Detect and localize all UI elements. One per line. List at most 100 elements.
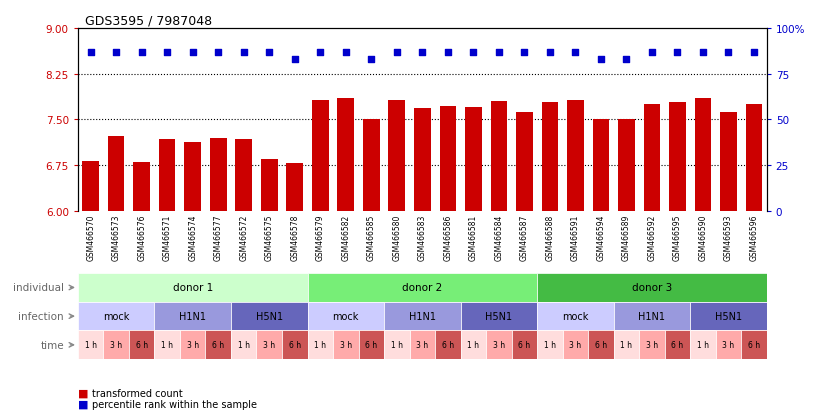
Bar [78, 302, 154, 331]
Text: GSM466572: GSM466572 [239, 214, 248, 261]
Bar [719, 113, 735, 211]
Point [135, 49, 148, 56]
Bar [388, 100, 405, 211]
Point [594, 57, 607, 63]
Bar [231, 302, 307, 331]
Bar [490, 102, 506, 211]
Point [262, 49, 275, 56]
Text: 1 h: 1 h [467, 340, 479, 349]
Point [110, 49, 123, 56]
Point [619, 57, 632, 63]
Bar [256, 331, 282, 359]
Point [543, 49, 556, 56]
Text: 6 h: 6 h [747, 340, 759, 349]
Text: GDS3595 / 7987048: GDS3595 / 7987048 [84, 15, 211, 28]
Bar [184, 143, 201, 211]
Bar [231, 331, 256, 359]
Text: GSM466596: GSM466596 [749, 214, 758, 261]
Text: GSM466582: GSM466582 [341, 214, 350, 260]
Text: 3 h: 3 h [263, 340, 275, 349]
Text: GSM466578: GSM466578 [290, 214, 299, 261]
Text: GSM466593: GSM466593 [723, 214, 732, 261]
Bar [307, 273, 536, 302]
Text: donor 3: donor 3 [631, 283, 672, 293]
Bar [592, 120, 609, 211]
Text: 6 h: 6 h [135, 340, 147, 349]
Text: ■: ■ [78, 399, 88, 409]
Text: GSM466576: GSM466576 [137, 214, 146, 261]
Bar [435, 331, 460, 359]
Bar [439, 107, 455, 211]
Text: 6 h: 6 h [594, 340, 606, 349]
Bar [129, 331, 154, 359]
Point [339, 49, 352, 56]
Bar [511, 331, 536, 359]
Text: 3 h: 3 h [568, 340, 581, 349]
Bar [307, 331, 333, 359]
Bar [210, 138, 226, 211]
Text: 3 h: 3 h [339, 340, 351, 349]
Text: GSM466583: GSM466583 [418, 214, 426, 261]
Bar [567, 100, 583, 211]
Bar [536, 273, 766, 302]
Bar [133, 162, 150, 211]
Bar [715, 331, 740, 359]
Point [695, 49, 708, 56]
Bar [337, 99, 354, 211]
Text: 6 h: 6 h [212, 340, 224, 349]
Bar [515, 113, 532, 211]
Bar [460, 302, 536, 331]
Bar [154, 331, 179, 359]
Bar [638, 331, 664, 359]
Bar [333, 331, 358, 359]
Text: 1 h: 1 h [314, 340, 326, 349]
Bar [613, 302, 690, 331]
Text: GSM466574: GSM466574 [188, 214, 197, 261]
Text: H5N1: H5N1 [714, 311, 741, 321]
Point [746, 49, 759, 56]
Bar [78, 331, 103, 359]
Bar [536, 302, 613, 331]
Point [186, 49, 199, 56]
Bar [690, 331, 715, 359]
Text: 1 h: 1 h [161, 340, 173, 349]
Point [491, 49, 505, 56]
Text: H1N1: H1N1 [179, 311, 206, 321]
Text: 6 h: 6 h [518, 340, 530, 349]
Bar [664, 331, 690, 359]
Text: GSM466577: GSM466577 [214, 214, 223, 261]
Text: GSM466595: GSM466595 [672, 214, 681, 261]
Text: 1 h: 1 h [543, 340, 555, 349]
Text: ■: ■ [78, 388, 88, 398]
Text: GSM466587: GSM466587 [519, 214, 528, 261]
Text: 3 h: 3 h [416, 340, 428, 349]
Text: mock: mock [333, 311, 359, 321]
Text: 6 h: 6 h [671, 340, 683, 349]
Text: GSM466579: GSM466579 [315, 214, 324, 261]
Bar [562, 331, 587, 359]
Bar [414, 109, 430, 211]
Text: 1 h: 1 h [238, 340, 250, 349]
Point [645, 49, 658, 56]
Bar [536, 331, 562, 359]
Text: infection: infection [19, 311, 64, 321]
Bar [235, 140, 251, 211]
Bar [307, 302, 383, 331]
Text: transformed count: transformed count [92, 388, 183, 398]
Bar [358, 331, 383, 359]
Text: individual: individual [13, 283, 64, 293]
Text: 3 h: 3 h [645, 340, 657, 349]
Bar [179, 331, 206, 359]
Point [466, 49, 479, 56]
Text: GSM466586: GSM466586 [443, 214, 452, 261]
Text: GSM466571: GSM466571 [162, 214, 171, 261]
Point [670, 49, 683, 56]
Bar [541, 103, 558, 211]
Bar [740, 331, 766, 359]
Text: H5N1: H5N1 [485, 311, 512, 321]
Bar [587, 331, 613, 359]
Text: 1 h: 1 h [696, 340, 708, 349]
Bar [78, 273, 307, 302]
Point [441, 49, 454, 56]
Point [568, 49, 581, 56]
